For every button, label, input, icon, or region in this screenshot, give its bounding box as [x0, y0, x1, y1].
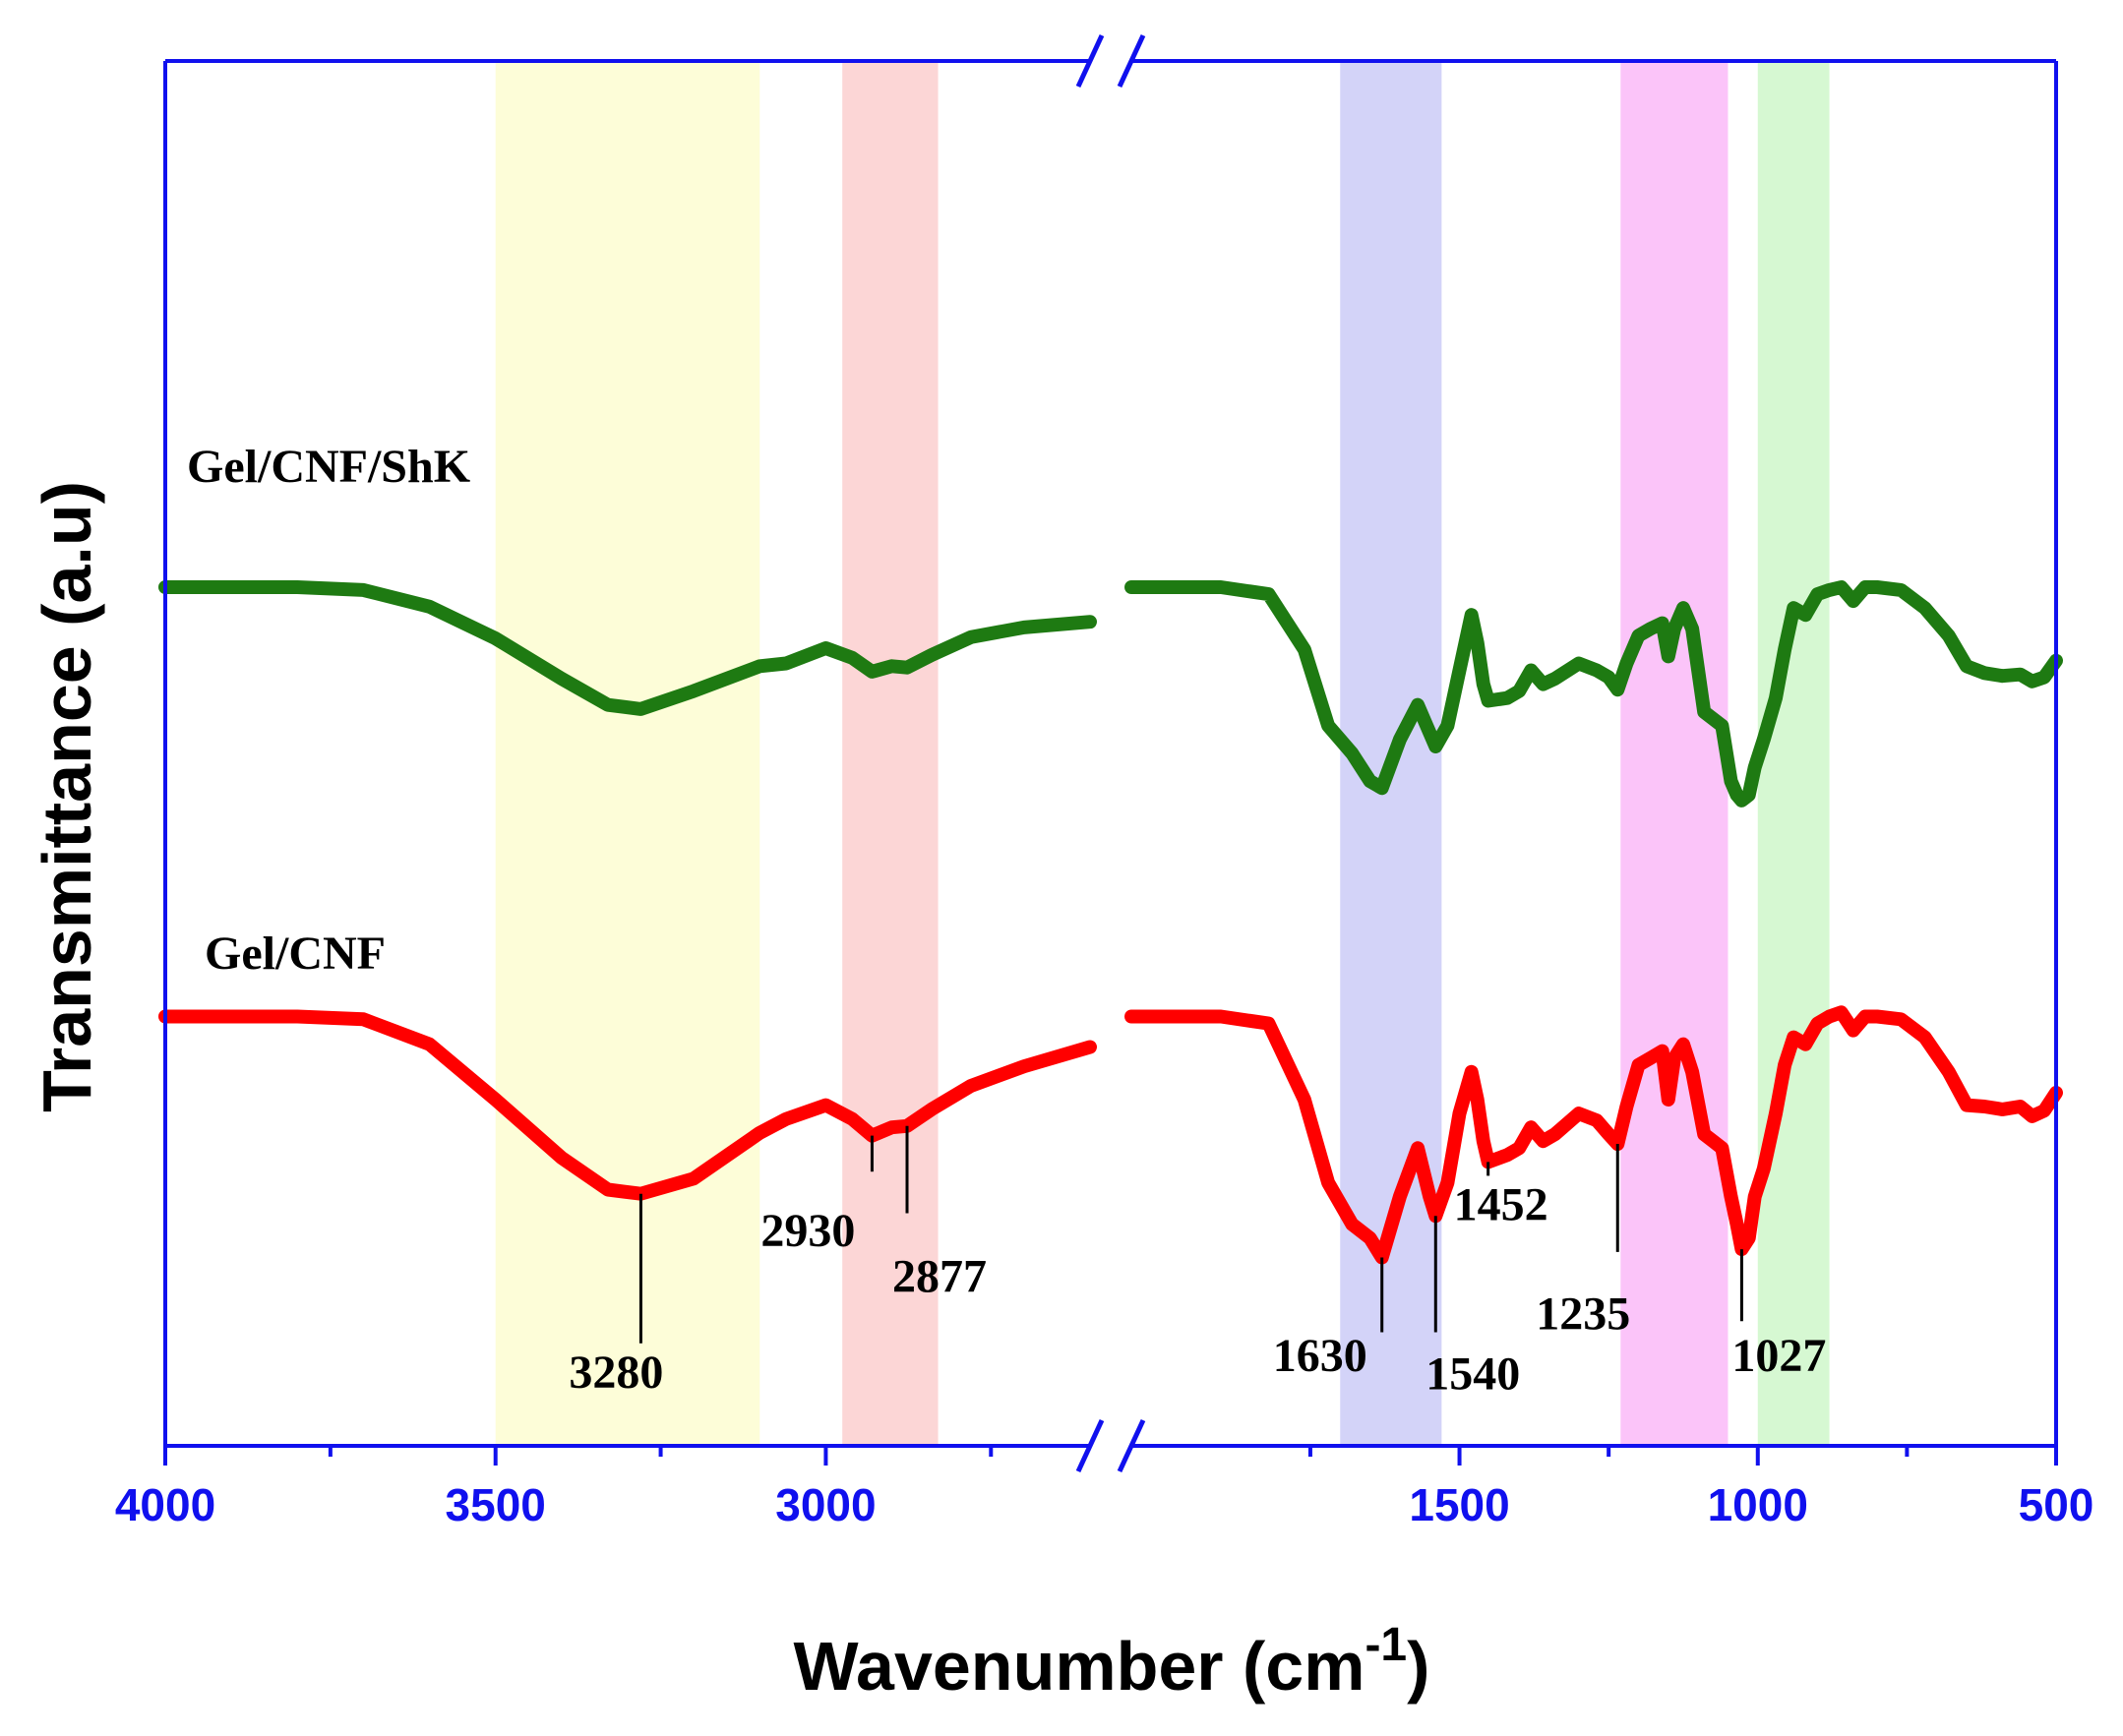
- axis-break-mark-1-0: [1075, 1418, 1105, 1473]
- series-label-cnf: Gel/CNF: [205, 928, 386, 980]
- x-tick-label-4000: 4000: [115, 1479, 215, 1530]
- x-axis-title: Wavenumber (cm-1): [794, 1619, 1430, 1705]
- series-line-0-segment-0: [158, 580, 1097, 716]
- peak-label-1235: 1235: [1536, 1288, 1630, 1341]
- x-axis-title-close: ): [1407, 1628, 1429, 1705]
- axis-break-mark-0-0: [1075, 33, 1105, 89]
- peak-label-1452: 1452: [1454, 1178, 1548, 1230]
- peak-label-2877: 2877: [892, 1251, 987, 1303]
- x-tick-label-3000: 3000: [775, 1479, 876, 1530]
- tick-label-layer: 4000 3500 3000 1500 1000 500: [115, 1479, 2094, 1530]
- series-line-0-segment-1: [1124, 580, 2063, 808]
- peak-label-3280: 3280: [569, 1347, 663, 1399]
- x-tick-label-500: 500: [2019, 1479, 2094, 1530]
- series-label-shk: Gel/CNF/ShK: [187, 441, 470, 493]
- peak-label-1540: 1540: [1425, 1347, 1520, 1400]
- band-layer: [495, 61, 1830, 1446]
- x-tick-label-1500: 1500: [1409, 1479, 1509, 1530]
- series-layer: [158, 580, 2063, 1265]
- axis-break-mark-1-1: [1117, 1418, 1146, 1473]
- axis-break-mark-0-1: [1117, 33, 1146, 89]
- band-3: [1620, 61, 1729, 1446]
- peak-label-1027: 1027: [1731, 1330, 1826, 1382]
- axes-layer: [163, 33, 2058, 1473]
- band-1: [842, 61, 939, 1446]
- series-line-1-segment-0: [158, 1009, 1097, 1201]
- series-line-1-segment-1: [1124, 1005, 2063, 1265]
- peak-label-2930: 2930: [760, 1205, 855, 1257]
- x-tick-label-1000: 1000: [1708, 1479, 1808, 1530]
- band-0: [495, 61, 760, 1446]
- y-axis-title: Transmittance (a.u): [29, 481, 105, 1112]
- annotation-layer: 3280 2930 2877 1630 1540 1452 1235 1027: [569, 1125, 1826, 1400]
- x-tick-label-3500: 3500: [446, 1479, 546, 1530]
- x-axis-title-main: Wavenumber (cm: [794, 1628, 1365, 1705]
- band-4: [1757, 61, 1830, 1446]
- peak-label-1630: 1630: [1273, 1330, 1367, 1382]
- x-axis-title-exponent: -1: [1365, 1619, 1407, 1671]
